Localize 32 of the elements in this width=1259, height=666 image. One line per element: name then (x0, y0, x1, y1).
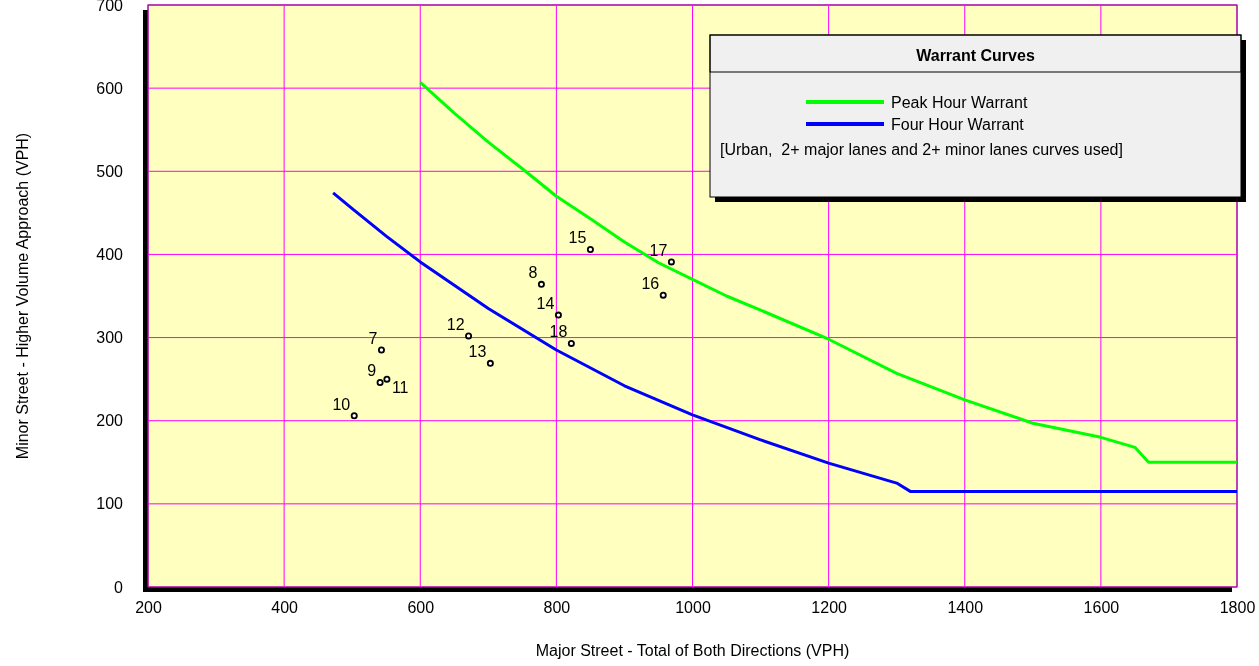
annotation: 9 (367, 362, 377, 380)
annotation: 12 (446, 315, 465, 333)
y-axis-title: Minor Street - Higher Volume Approach (VPH) (14, 132, 31, 460)
x-tick-label: 1800 (1219, 599, 1256, 617)
y-tick-label: 500 (96, 162, 124, 180)
y-tick-label: 400 (96, 246, 124, 264)
y-tick-label: 700 (96, 0, 124, 14)
x-tick-label: 1400 (947, 599, 984, 617)
y-tick-label: 600 (96, 79, 124, 97)
legend-label: Four Hour Warrant (891, 116, 1025, 133)
y-tick-label: 0 (114, 578, 124, 596)
y-tick-label: 200 (96, 412, 124, 430)
annotation: 14 (536, 295, 555, 313)
x-axis-title: Major Street - Total of Both Directions (VPH) (535, 642, 850, 659)
y-tick-label: 100 (96, 495, 124, 513)
annotation: 8 (528, 264, 538, 282)
annotation: 11 (391, 379, 409, 397)
x-tick-label: 600 (407, 599, 435, 617)
annotation: 13 (468, 343, 487, 361)
annotation: [Urban, 2+ major lanes and 2+ minor lanes curves used] (720, 141, 1123, 158)
legend-title: Warrant Curves (916, 47, 1035, 64)
x-tick-label: 400 (271, 599, 299, 617)
legend-label: Peak Hour Warrant (891, 94, 1028, 111)
x-tick-label: 800 (543, 599, 571, 617)
y-tick-label: 300 (96, 329, 124, 347)
annotation: 15 (568, 229, 587, 247)
annotation: 10 (332, 395, 351, 413)
x-tick-label: 1200 (811, 599, 848, 617)
x-tick-label: 1000 (675, 599, 711, 617)
annotation: 16 (641, 275, 660, 293)
x-tick-label: 200 (135, 599, 162, 617)
x-tick-label: 1600 (1083, 599, 1120, 617)
